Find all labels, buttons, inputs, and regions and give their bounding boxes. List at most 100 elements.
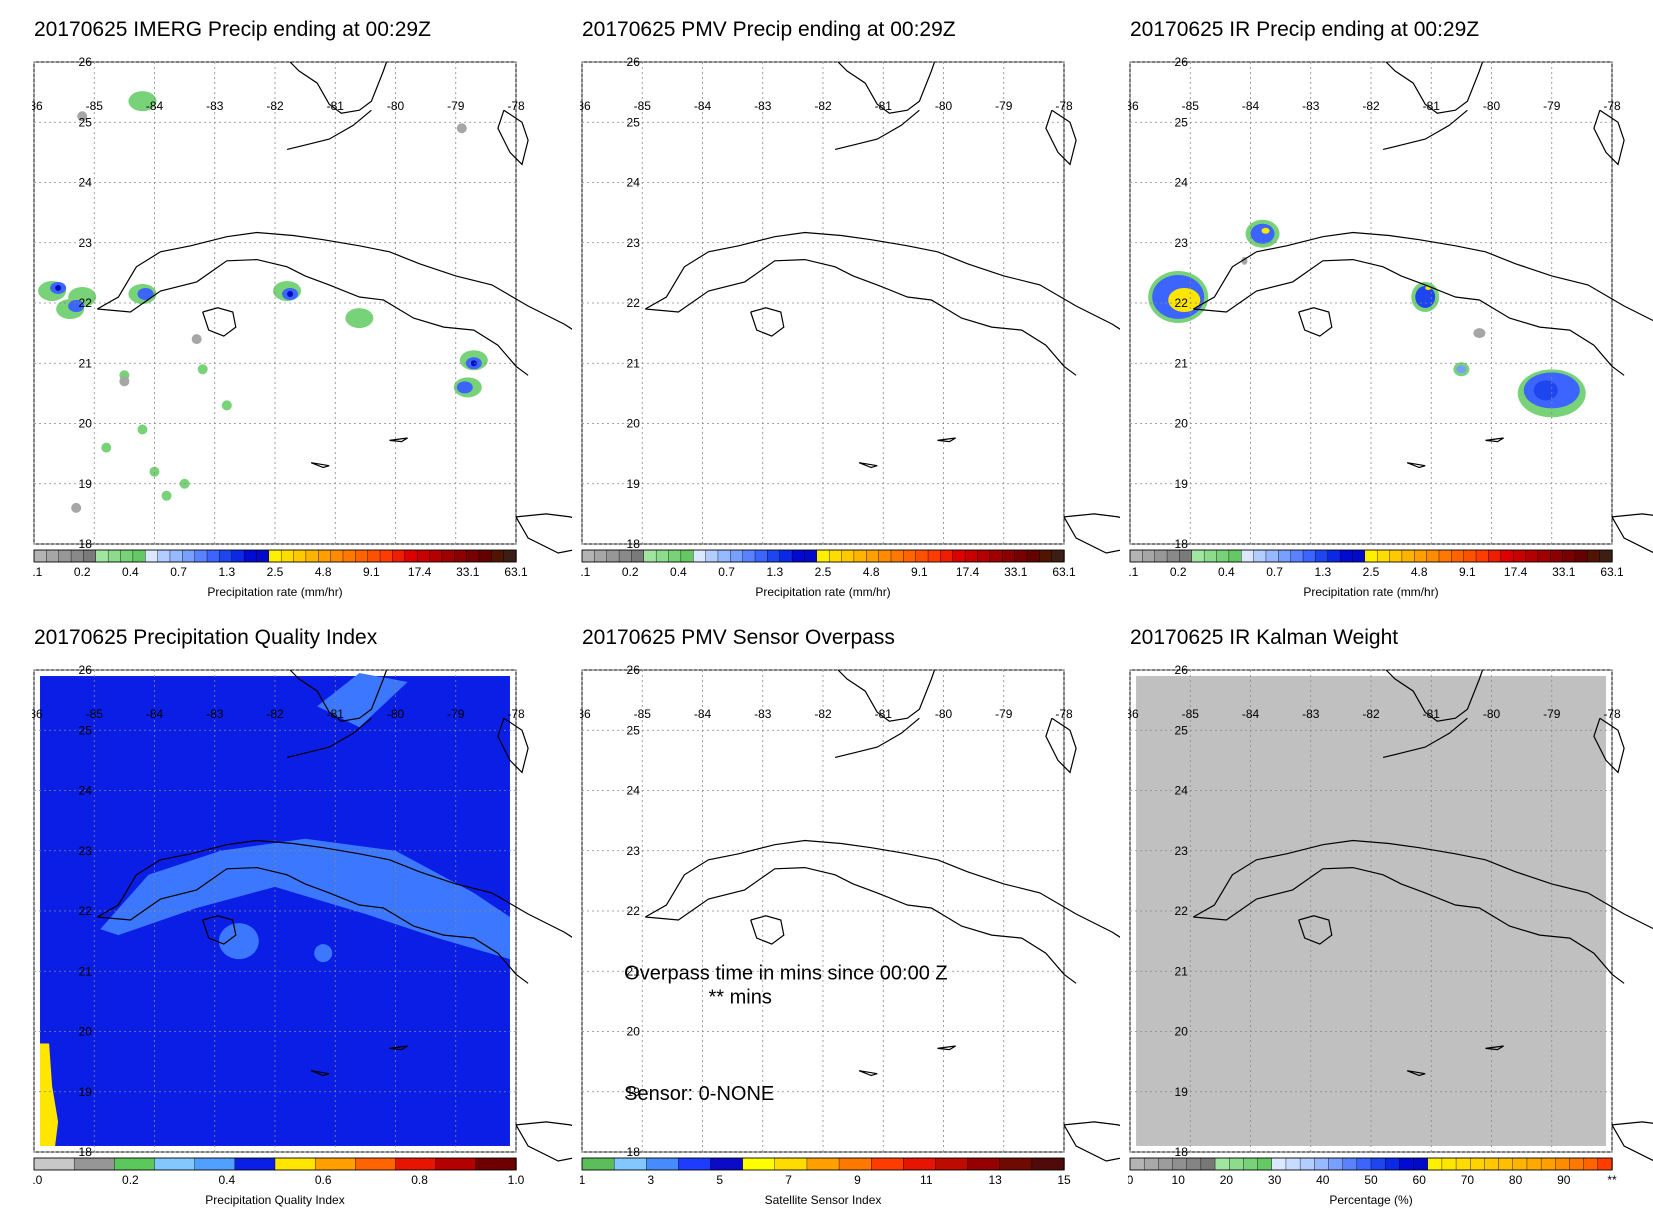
- lat-tick-label: 24: [1175, 784, 1189, 798]
- colorbar-swatch: [1599, 549, 1613, 563]
- colorbar-tick-label: 11: [920, 1173, 933, 1187]
- colorbar-swatch: [705, 549, 719, 563]
- lon-tick-label: -81: [1423, 99, 1441, 113]
- colorbar-swatch: [1401, 549, 1415, 563]
- colorbar-swatch: [871, 1157, 905, 1171]
- lon-tick-label: -82: [814, 707, 832, 721]
- panel-title: 20170625 IR Kalman Weight: [1130, 626, 1399, 649]
- colorbar-swatch: [1229, 1157, 1245, 1171]
- lat-tick-label: 22: [79, 904, 93, 918]
- colorbar-swatch: [1315, 549, 1329, 563]
- lon-tick-label: -82: [266, 99, 284, 113]
- colorbar-tick-label: 0.6: [315, 1173, 332, 1187]
- lat-tick-label: 18: [627, 1145, 641, 1159]
- colorbar-swatch: [581, 549, 596, 563]
- colorbar-swatch: [169, 549, 184, 563]
- colorbar-swatch: [1285, 1157, 1301, 1171]
- colorbar-swatch: [678, 1157, 712, 1171]
- colorbar-swatch: [154, 1157, 196, 1171]
- colorbar-swatch: [231, 549, 245, 563]
- lon-tick-label: -78: [507, 707, 525, 721]
- colorbar-swatch: [1512, 549, 1527, 563]
- lat-tick-label: 18: [1175, 537, 1189, 551]
- lon-tick-label: -86: [32, 707, 43, 721]
- colorbar-swatch: [1142, 549, 1156, 563]
- lon-tick-label: -86: [1128, 99, 1139, 113]
- sensor-annotation: Sensor: 0-NONE: [624, 1083, 774, 1105]
- colorbar-swatch: [70, 549, 85, 563]
- lat-tick-label: 20: [627, 417, 641, 431]
- colorbar: 0.0 0.2 0.4 0.6 0.8 1.0 Precipitation Quality …: [32, 1157, 525, 1207]
- colorbar-swatch: [668, 549, 682, 563]
- chart-svg: -86 -85 -84 -83 -82 -81 -80 -79 -78 26 25 24 23 22 21 2…: [32, 55, 572, 599]
- colorbar-tick-label: 1.3: [218, 565, 235, 579]
- lon-tick-label: -78: [507, 99, 525, 113]
- colorbar-swatch: [774, 1157, 808, 1171]
- colorbar-swatch: [429, 549, 443, 563]
- lon-tick-label: -82: [1362, 99, 1380, 113]
- colorbar-tick-label: 0.1: [580, 565, 591, 579]
- lon-tick-label: -83: [206, 99, 224, 113]
- lat-tick-label: 26: [1175, 55, 1189, 69]
- lon-tick-label: -85: [86, 707, 104, 721]
- colorbar-swatch: [1271, 1157, 1287, 1171]
- colorbar-tick-label: 0.8: [411, 1173, 428, 1187]
- colorbar-tick-label: 40: [1316, 1173, 1330, 1187]
- colorbar-swatch: [613, 1157, 647, 1171]
- colorbar-swatch: [1498, 1157, 1514, 1171]
- colorbar-label: Precipitation rate (mm/hr): [755, 585, 890, 599]
- colorbar-label: Satellite Sensor Index: [765, 1193, 882, 1207]
- colorbar-tick-label: 9.1: [911, 565, 928, 579]
- colorbar-swatch: [33, 1157, 75, 1171]
- lat-tick-label: 26: [627, 55, 641, 69]
- colorbar-tick-label: 0.4: [1218, 565, 1235, 579]
- colorbar-swatch: [1014, 549, 1028, 563]
- lat-tick-label: 18: [79, 537, 93, 551]
- colorbar-swatch: [1475, 549, 1490, 563]
- colorbar-swatch: [816, 549, 830, 563]
- colorbar-swatch: [999, 1157, 1033, 1171]
- colorbar-swatch: [1414, 549, 1428, 563]
- colorbar-tick-label: 1.3: [766, 565, 783, 579]
- lon-tick-label: -83: [754, 707, 772, 721]
- colorbar-tick-label: 0.2: [74, 565, 91, 579]
- colorbar-tick-label: 0.7: [1266, 565, 1283, 579]
- colorbar-swatch: [33, 549, 48, 563]
- lat-tick-label: 25: [627, 723, 641, 737]
- colorbar-swatch: [838, 1157, 872, 1171]
- colorbar-tick-label: 1: [580, 1173, 586, 1187]
- colorbar-tick-label: 63.1: [1052, 565, 1076, 579]
- colorbar-tick-label: 10: [1172, 1173, 1186, 1187]
- colorbar-tick-label: 2.5: [1363, 565, 1380, 579]
- lon-tick-label: -79: [1543, 99, 1561, 113]
- lon-tick-label: -82: [266, 707, 284, 721]
- lon-tick-label: -83: [1302, 707, 1320, 721]
- lon-tick-label: -78: [1055, 99, 1073, 113]
- colorbar-swatch: [1399, 1157, 1415, 1171]
- lon-tick-label: -80: [387, 707, 405, 721]
- colorbar-swatch: [618, 549, 633, 563]
- colorbar-swatch: [1441, 1157, 1457, 1171]
- colorbar-tick-label: 63.1: [1600, 565, 1624, 579]
- colorbar-tick-label: 17.4: [956, 565, 980, 579]
- colorbar-swatch: [767, 549, 781, 563]
- lon-tick-label: -78: [1603, 707, 1621, 721]
- colorbar-swatch: [466, 549, 480, 563]
- colorbar-swatch: [1555, 1157, 1571, 1171]
- colorbar-tick-label: 17.4: [1504, 565, 1528, 579]
- lat-tick-label: 19: [627, 1085, 641, 1099]
- colorbar-swatch: [742, 549, 756, 563]
- map-area: -86 -85 -84 -83 -82 -81 -80 -79 -78 26 25 24 23 22 21 2…: [32, 55, 572, 554]
- lat-tick-label: 21: [79, 964, 93, 978]
- colorbar-swatch: [318, 549, 332, 563]
- colorbar-tick-label: 80: [1509, 1173, 1523, 1187]
- lat-tick-label: 25: [627, 115, 641, 129]
- colorbar-label: Precipitation rate (mm/hr): [1303, 585, 1438, 599]
- colorbar-swatch: [1463, 549, 1477, 563]
- colorbar-swatch: [342, 549, 357, 563]
- lon-tick-label: -81: [875, 707, 893, 721]
- colorbar-swatch: [1002, 549, 1016, 563]
- colorbar-swatch: [693, 549, 707, 563]
- lon-tick-label: -84: [146, 99, 164, 113]
